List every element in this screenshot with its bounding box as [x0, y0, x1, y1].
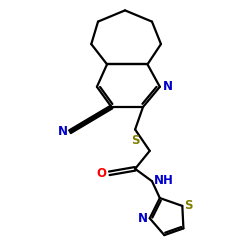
Text: N: N — [138, 212, 147, 225]
Text: S: S — [131, 134, 139, 146]
Text: N: N — [58, 125, 68, 138]
Text: NH: NH — [154, 174, 174, 186]
Text: O: O — [96, 167, 106, 180]
Text: S: S — [184, 200, 193, 212]
Text: N: N — [162, 80, 172, 93]
